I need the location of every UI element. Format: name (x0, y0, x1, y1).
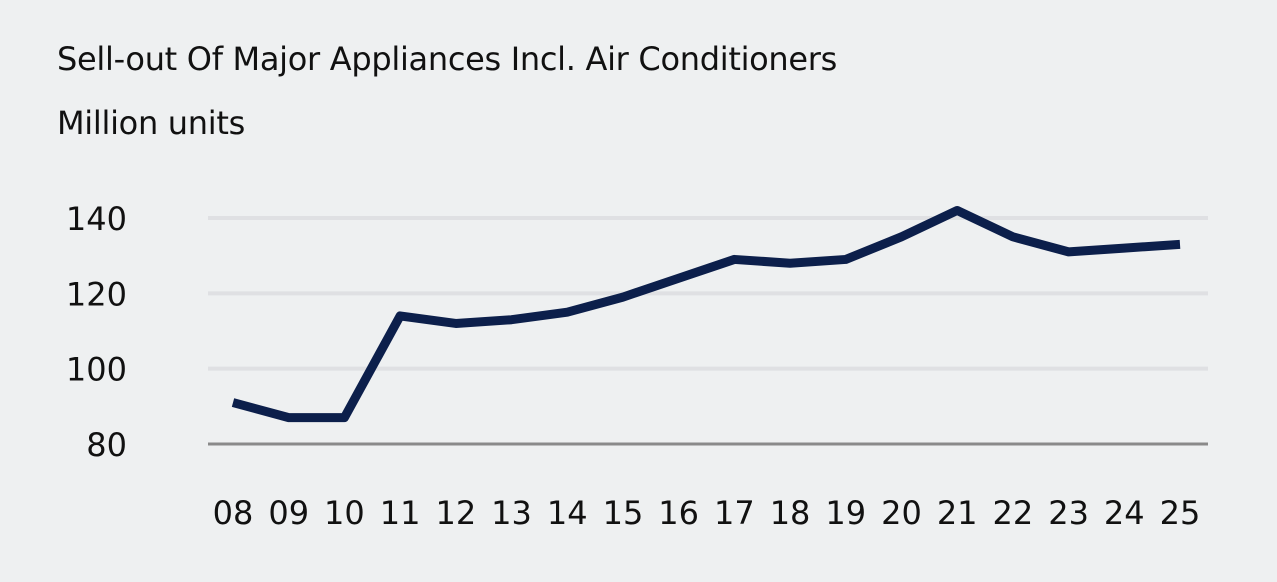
y-tick-label: 100 (66, 351, 127, 389)
x-tick-label: 17 (714, 494, 755, 532)
y-tick-label: 80 (86, 426, 127, 464)
x-tick-label: 25 (1160, 494, 1201, 532)
x-tick-label: 16 (658, 494, 699, 532)
x-tick-label: 18 (770, 494, 811, 532)
series-line (231, 205, 1181, 423)
y-tick-label: 140 (66, 200, 127, 238)
x-tick-label: 15 (603, 494, 644, 532)
x-tick-label: 24 (1104, 494, 1145, 532)
x-tick-label: 09 (268, 494, 309, 532)
x-tick-label: 12 (435, 494, 476, 532)
x-tick-label: 22 (993, 494, 1034, 532)
x-tick-label: 10 (324, 494, 365, 532)
x-tick-label: 13 (491, 494, 532, 532)
chart-subtitle: Million units (57, 104, 245, 142)
x-tick-label: 14 (547, 494, 588, 532)
x-tick-label: 08 (213, 494, 254, 532)
x-tick-label: 20 (881, 494, 922, 532)
x-tick-label: 23 (1048, 494, 1089, 532)
y-tick-label: 120 (66, 275, 127, 313)
x-tick-label: 19 (825, 494, 866, 532)
x-tick-label: 11 (380, 494, 421, 532)
chart-title: Sell-out Of Major Appliances Incl. Air C… (57, 40, 838, 78)
x-tick-label: 21 (937, 494, 978, 532)
